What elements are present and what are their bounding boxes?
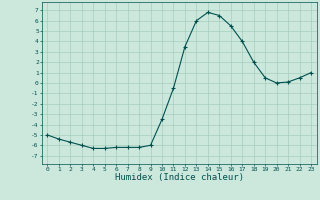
X-axis label: Humidex (Indice chaleur): Humidex (Indice chaleur) (115, 173, 244, 182)
